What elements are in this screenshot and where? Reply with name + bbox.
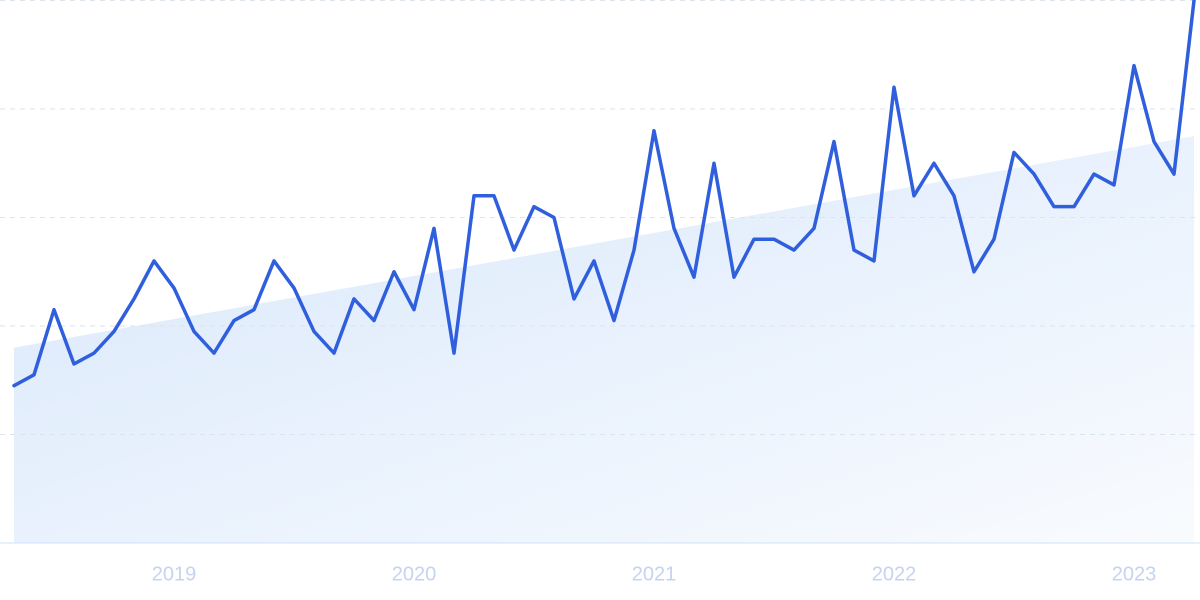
- x-tick-label: 2019: [152, 563, 197, 585]
- trend-line: [12, 0, 1196, 388]
- x-tick-label: 2022: [872, 563, 917, 585]
- x-tick-label: 2023: [1112, 563, 1157, 585]
- x-tick-label: 2021: [632, 563, 677, 585]
- trend-area: [14, 136, 1194, 543]
- x-tick-label: 2020: [392, 563, 437, 585]
